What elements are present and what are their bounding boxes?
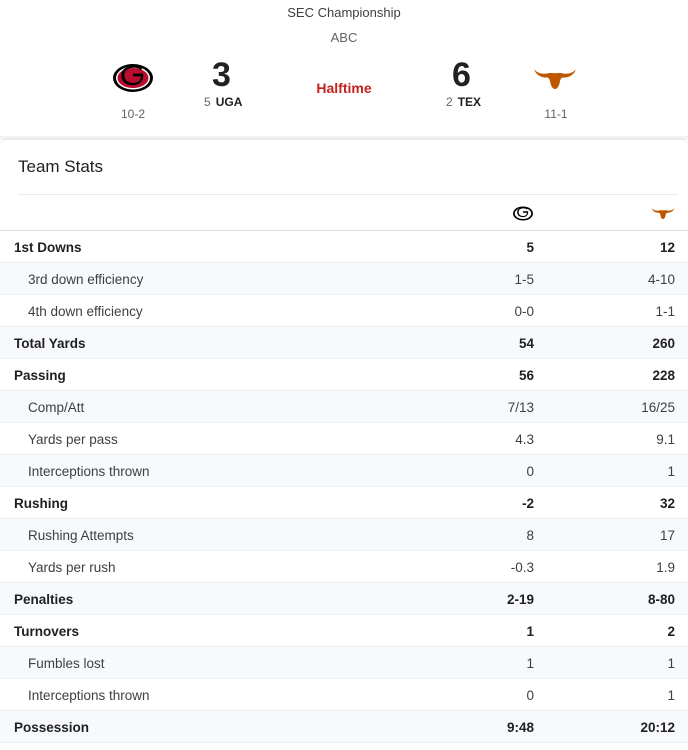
away-record: 11-1 xyxy=(544,107,568,121)
home-score: 3 xyxy=(212,56,231,94)
away-stat-value: 1 xyxy=(667,464,675,479)
stat-row: 1st Downs 5 12 xyxy=(0,231,688,263)
away-team-label[interactable]: 2 TEX xyxy=(446,95,481,109)
away-stat-value: 1.9 xyxy=(656,560,675,575)
stat-row: Interceptions thrown 0 1 xyxy=(0,679,688,711)
georgia-g-logo-icon[interactable] xyxy=(111,60,155,96)
home-stat-value: -2 xyxy=(521,496,534,511)
home-abbr: UGA xyxy=(215,95,243,109)
away-stat-value: 17 xyxy=(659,528,675,543)
texas-longhorn-column-icon xyxy=(651,204,675,222)
heading-rule xyxy=(18,194,678,195)
away-stat-value: 2 xyxy=(667,624,675,639)
away-score: 6 xyxy=(452,56,471,94)
game-status: Halftime xyxy=(316,80,372,96)
stat-row: Passing 56 228 xyxy=(0,359,688,391)
stat-label: Total Yards xyxy=(14,336,86,351)
away-stat-value: 8-80 xyxy=(647,592,675,607)
stat-label: Possession xyxy=(14,720,90,735)
stats-table: 1st Downs 5 12 3rd down efficiency 1-5 4-10 4t… xyxy=(0,231,688,743)
home-stat-value: 1-5 xyxy=(514,272,534,287)
stat-label: 3rd down efficiency xyxy=(28,272,144,287)
home-stat-value: 0-0 xyxy=(514,304,534,319)
home-stat-value: 0 xyxy=(526,464,534,479)
home-stat-value: 56 xyxy=(518,368,534,383)
scoreboard-header: SEC Championship ABC 10-2 3 5 UGA Halftim… xyxy=(0,0,688,136)
stat-row: Comp/Att 7/13 16/25 xyxy=(0,391,688,423)
stat-row: Yards per rush -0.3 1.9 xyxy=(0,551,688,583)
stat-label: Yards per rush xyxy=(28,560,116,575)
stat-row: Fumbles lost 1 1 xyxy=(0,647,688,679)
stat-label: 1st Downs xyxy=(14,240,82,255)
stat-label: Yards per pass xyxy=(28,432,118,447)
home-team-label[interactable]: 5 UGA xyxy=(204,95,242,109)
stat-row: Penalties 2-19 8-80 xyxy=(0,583,688,615)
stat-row: Rushing Attempts 8 17 xyxy=(0,519,688,551)
home-stat-value: -0.3 xyxy=(510,560,534,575)
stat-row: Yards per pass 4.3 9.1 xyxy=(0,423,688,455)
away-stat-value: 1 xyxy=(667,688,675,703)
stat-label: Comp/Att xyxy=(28,400,85,415)
home-stat-value: 54 xyxy=(518,336,534,351)
stat-label: 4th down efficiency xyxy=(28,304,143,319)
home-seed: 5 xyxy=(204,95,211,109)
stat-row: Total Yards 54 260 xyxy=(0,327,688,359)
stat-label: Interceptions thrown xyxy=(28,464,150,479)
away-stat-value: 4-10 xyxy=(647,272,675,287)
away-stat-value: 1 xyxy=(667,656,675,671)
home-record: 10-2 xyxy=(120,107,146,121)
stat-label: Penalties xyxy=(14,592,74,607)
home-stat-value: 0 xyxy=(526,688,534,703)
away-stat-value: 260 xyxy=(652,336,675,351)
team-stats-heading: Team Stats xyxy=(18,157,104,176)
stat-row: Possession 9:48 20:12 xyxy=(0,711,688,743)
section-divider xyxy=(0,136,688,140)
stat-row: Interceptions thrown 0 1 xyxy=(0,455,688,487)
stat-label: Turnovers xyxy=(14,624,80,639)
away-stat-value: 32 xyxy=(659,496,675,511)
stat-row: Rushing -2 32 xyxy=(0,487,688,519)
away-abbr: TEX xyxy=(457,95,482,109)
stat-row: Turnovers 1 2 xyxy=(0,615,688,647)
away-stat-value: 12 xyxy=(659,240,675,255)
home-stat-value: 9:48 xyxy=(506,720,534,735)
away-stat-value: 16/25 xyxy=(641,400,675,415)
stat-label: Interceptions thrown xyxy=(28,688,150,703)
away-seed: 2 xyxy=(446,95,453,109)
home-stat-value: 8 xyxy=(526,528,534,543)
home-stat-value: 5 xyxy=(526,240,534,255)
away-stat-value: 20:12 xyxy=(640,720,675,735)
stat-label: Passing xyxy=(14,368,66,383)
tv-network: ABC xyxy=(330,30,358,45)
game-title: SEC Championship xyxy=(287,5,401,20)
home-stat-value: 2-19 xyxy=(506,592,534,607)
stat-label: Rushing xyxy=(14,496,68,511)
home-stat-value: 1 xyxy=(526,656,534,671)
team-stats-card: Team Stats 1st Downs 5 12 3rd down efficien… xyxy=(0,140,688,743)
home-stat-value: 4.3 xyxy=(515,432,534,447)
stat-row: 4th down efficiency 0-0 1-1 xyxy=(0,295,688,327)
stat-row: 3rd down efficiency 1-5 4-10 xyxy=(0,263,688,295)
home-stat-value: 7/13 xyxy=(507,400,534,415)
stats-column-header xyxy=(0,195,688,231)
away-stat-value: 1-1 xyxy=(655,304,675,319)
stat-label: Fumbles lost xyxy=(28,656,105,671)
stat-label: Rushing Attempts xyxy=(28,528,134,543)
away-stat-value: 228 xyxy=(652,368,675,383)
home-stat-value: 1 xyxy=(526,624,534,639)
away-stat-value: 9.1 xyxy=(656,432,675,447)
georgia-g-column-icon xyxy=(511,204,535,222)
texas-longhorn-logo-icon[interactable] xyxy=(533,60,577,96)
